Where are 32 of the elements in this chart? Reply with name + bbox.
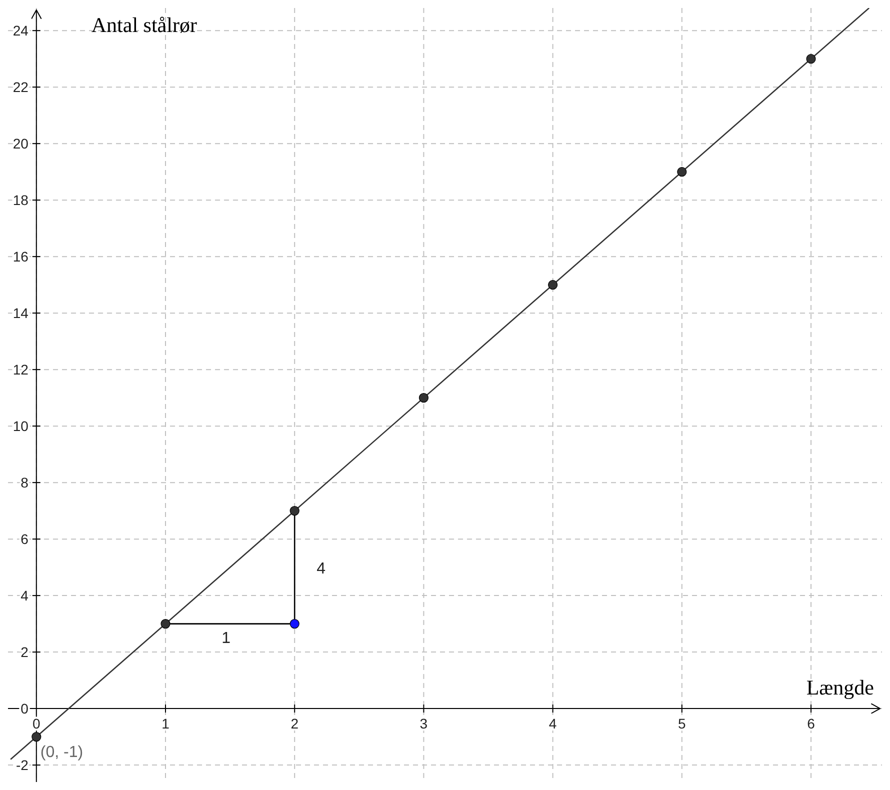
x-axis-title: Længde [806,676,874,700]
annotation: 4 [316,560,326,578]
y-tick-label: 8 [20,474,29,491]
x-tick-label: 2 [290,716,299,732]
y-tick-label: 22 [12,79,29,96]
y-tick-label: 2 [20,644,29,660]
annotation: (0, -1) [40,744,84,761]
x-tick-label: 6 [807,716,816,732]
y-tick-label: -2 [16,757,29,774]
y-axis-title: Antal stålrør [91,13,197,37]
y-tick-label: 14 [12,305,29,322]
y-tick-label: 18 [12,192,29,208]
y-tick-label: 6 [20,531,29,548]
point [806,54,816,64]
point [160,619,170,629]
point [290,506,300,516]
point [290,619,300,629]
x-tick-label: 4 [548,716,557,732]
y-tick-label: 16 [12,248,29,265]
x-tick-label: 1 [162,716,170,732]
x-tick-label: 5 [678,716,686,732]
y-tick-label: 10 [12,418,29,434]
point [32,732,42,742]
y-tick-label: 4 [20,588,29,604]
y-tick-label: 20 [12,136,29,152]
x-tick-label: 3 [420,716,428,732]
point [548,280,558,290]
annotation: 1 [222,630,231,647]
y-tick-label: 12 [12,362,29,378]
point [418,393,428,403]
y-tick-label: 24 [12,22,29,39]
point [677,167,687,177]
